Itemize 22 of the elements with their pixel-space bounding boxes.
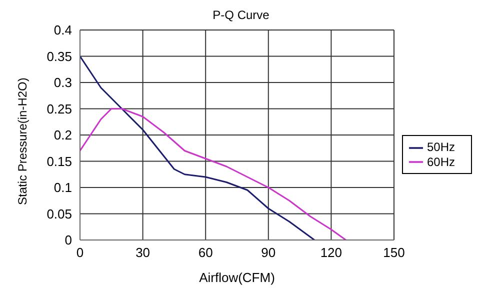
x-tick-label: 0	[76, 245, 84, 260]
x-tick-label: 120	[320, 245, 342, 260]
y-tick-label: 0.25	[46, 101, 72, 116]
y-tick-label: 0.3	[54, 75, 72, 90]
y-tick-label: 0.1	[54, 180, 72, 196]
x-axis-title: Airflow(CFM)	[199, 270, 275, 285]
y-tick-label: 0.35	[46, 48, 72, 64]
x-tick-label: 60	[198, 245, 213, 260]
chart-title: P-Q Curve	[212, 8, 270, 22]
line-series	[80, 56, 316, 240]
y-tick-label: 0.2	[54, 128, 72, 143]
x-tick-label: 150	[383, 245, 405, 260]
x-tick-label: 30	[136, 245, 150, 260]
y-tick-label: 0	[64, 232, 72, 248]
x-tick-label: 90	[261, 245, 276, 260]
y-tick-label: 0.15	[46, 154, 72, 169]
legend-label: 50Hz	[426, 140, 455, 154]
y-axis-title: Static Pressure(in-H2O)	[15, 78, 30, 205]
y-tick-label: 0.05	[46, 206, 72, 222]
line-series	[80, 108, 347, 240]
legend-label: 60Hz	[426, 154, 455, 168]
y-tick-label: 0.4	[54, 22, 72, 38]
